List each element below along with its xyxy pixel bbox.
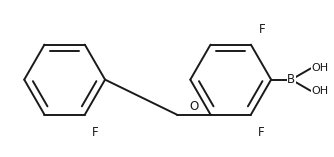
Text: F: F <box>258 126 264 139</box>
Text: B: B <box>287 73 295 86</box>
Text: F: F <box>259 23 266 36</box>
Text: OH: OH <box>312 86 329 96</box>
Text: O: O <box>189 100 198 114</box>
Text: OH: OH <box>312 63 329 73</box>
Text: F: F <box>92 126 98 139</box>
